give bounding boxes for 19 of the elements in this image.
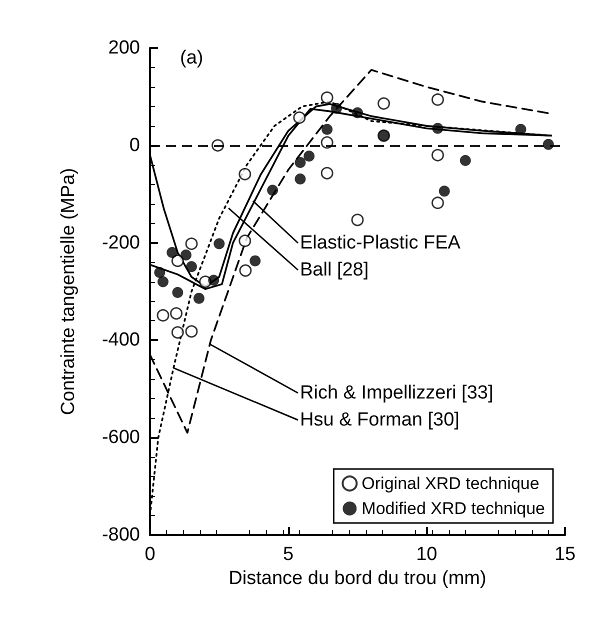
x-tick-label: 5 (283, 544, 294, 565)
y-tick-label: -800 (102, 524, 140, 546)
y-tick-label: 0 (129, 134, 140, 156)
y-tick-label: 200 (108, 38, 140, 58)
annotation: (a) (180, 48, 204, 68)
legend-label: Original XRD technique (362, 474, 540, 493)
annotation: Ball [28] (300, 260, 369, 280)
y-tick-label: -200 (102, 232, 140, 254)
y-tick-label: -600 (102, 427, 140, 448)
x-axis-title: Distance du bord du trou (mm) (228, 568, 486, 589)
y-tick-label: -400 (102, 330, 140, 351)
x-tick-label: 10 (416, 544, 438, 565)
annotation: Elastic-Plastic FEA (300, 232, 461, 254)
y-axis-title: Contrainte tangentielle (MPa) (58, 168, 79, 416)
x-tick-label: 0 (144, 544, 156, 565)
legend-label: Modified XRD technique (362, 499, 546, 518)
x-tick-label: 15 (554, 544, 576, 565)
annotation: Hsu & Forman [30] (300, 410, 460, 430)
annotation: Rich & Impellizzeri [33] (300, 382, 494, 404)
